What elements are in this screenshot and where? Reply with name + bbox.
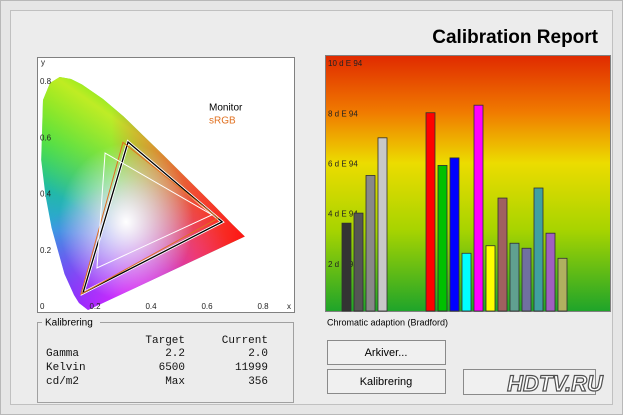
- buttons: Arkiver... Kalibrering: [327, 340, 446, 394]
- button-face: [463, 369, 596, 395]
- group-label-bg: [42, 317, 100, 327]
- bar: [485, 245, 496, 312]
- cell-value: 2.0: [248, 348, 268, 360]
- legend-entry: sRGB: [209, 116, 236, 127]
- cell-value: Max: [165, 376, 185, 388]
- bar: [557, 257, 568, 312]
- bar: [473, 104, 484, 312]
- watermark: HDTV.RU: [507, 371, 604, 396]
- x-tick-label: 0.2: [89, 302, 101, 311]
- chart-caption: Chromatic adaption (Bradford): [327, 317, 448, 327]
- row-label: Gamma: [46, 348, 79, 360]
- x-axis-label: x: [287, 302, 291, 311]
- bar: [497, 197, 508, 312]
- button-label: Arkiver...: [365, 347, 408, 359]
- bar: [353, 212, 364, 312]
- row-label: cd/m2: [46, 376, 79, 388]
- button-label: Kalibrering: [360, 376, 413, 388]
- cell-value: 11999: [235, 362, 268, 374]
- column-header: Current: [222, 335, 268, 347]
- row-label: Kelvin: [46, 362, 86, 374]
- x-tick-label: 0.4: [145, 302, 157, 311]
- x-tick-label: 0.6: [201, 302, 213, 311]
- button[interactable]: Arkiver...: [327, 340, 446, 365]
- report-title: Calibration Report: [432, 27, 598, 48]
- values-table: Target Current Gamma 2.2 2.0 Kelvin 6500 11999 c…: [46, 335, 268, 388]
- cell-value: 6500: [159, 362, 185, 374]
- y-tick-label: 4 d E 94: [328, 210, 358, 219]
- bar: [341, 222, 352, 312]
- legend-entry: Monitor: [209, 103, 243, 114]
- y-tick-label: 8 d E 94: [328, 109, 358, 118]
- bar: [545, 232, 556, 312]
- group-box: [37, 322, 294, 403]
- y-axis-label: y: [41, 58, 45, 67]
- bar: [365, 175, 376, 312]
- button-face: [327, 340, 446, 365]
- cell-value: 2.2: [165, 348, 185, 360]
- group-title: Kalibrering: [45, 318, 93, 329]
- kalibrering-group: Kalibrering Target Current Gamma 2.2 2.0 Kelv…: [37, 317, 294, 403]
- y-tick-label: 0.6: [40, 133, 52, 142]
- column-header: Target: [145, 335, 185, 347]
- y-tick-label: 0: [40, 302, 45, 311]
- legend-entry: ISOcoated: [209, 129, 256, 140]
- bar: [377, 137, 388, 312]
- bar: [509, 242, 520, 312]
- y-tick-label: 10 d E 94: [328, 59, 363, 68]
- button-face: [327, 369, 446, 394]
- y-tick-label: 0.4: [40, 190, 52, 199]
- bar: [521, 247, 532, 312]
- gamut-triangle: [81, 140, 224, 295]
- gamut-plot: y x 0.2 0.4 0.6 0.8 0 0.2 0.4 0.6 0.8 Monitor sRGB…: [37, 57, 295, 313]
- gamut-triangle: [80, 141, 220, 296]
- bar: [437, 165, 448, 312]
- cell-value: 356: [248, 376, 268, 388]
- button-blank[interactable]: [463, 369, 596, 395]
- y-tick-label: 0.2: [40, 246, 52, 255]
- bar: [425, 112, 436, 312]
- gamut-triangle: [96, 152, 214, 269]
- bar: [533, 187, 544, 312]
- x-tick-label: 0.8: [257, 302, 269, 311]
- bar: [449, 157, 460, 312]
- y-tick-label: 0.8: [40, 77, 52, 86]
- button[interactable]: Kalibrering: [327, 369, 446, 394]
- y-tick-label: 6 d E 94: [328, 160, 358, 169]
- bar: [461, 252, 472, 312]
